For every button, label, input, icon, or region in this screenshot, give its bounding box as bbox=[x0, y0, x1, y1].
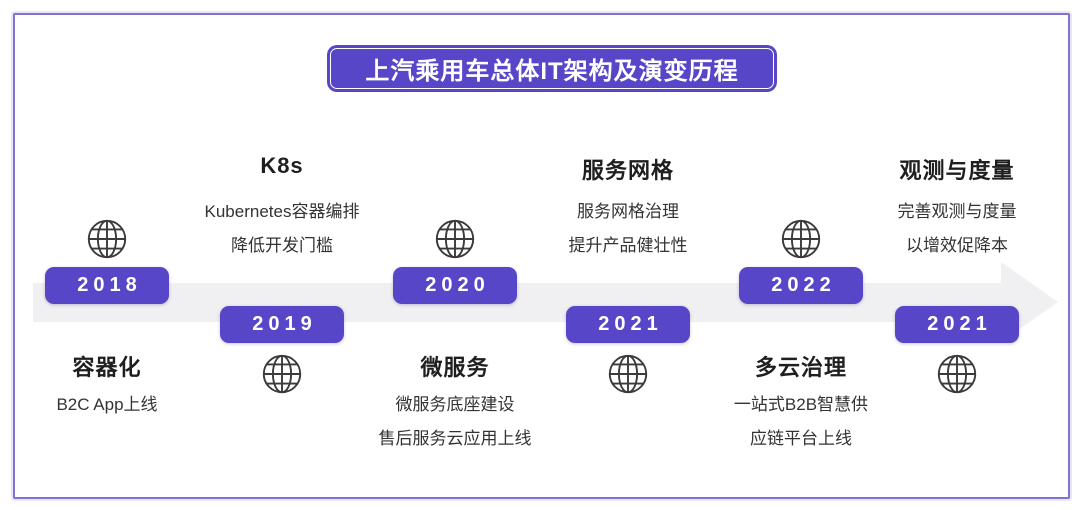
timeline-milestone-2019: K8s Kubernetes容器编排 降低开发门槛 2019 bbox=[182, 0, 382, 510]
milestone-description: 降低开发门槛 bbox=[231, 236, 333, 255]
globe-icon bbox=[934, 351, 980, 402]
timeline-milestone-2018: 2018 容器化 B2C App上线 bbox=[7, 0, 207, 510]
title-banner: 上汽乘用车总体IT架构及演变历程 bbox=[327, 45, 777, 92]
milestone-title: 微服务 bbox=[420, 355, 490, 380]
milestone-title: 多云治理 bbox=[754, 355, 847, 380]
milestone-title: 容器化 bbox=[72, 355, 142, 380]
milestone-title: 服务网格 bbox=[581, 158, 674, 183]
timeline-milestone-2022: 2022 多云治理 一站式B2B智慧供 应链平台上线 bbox=[701, 0, 901, 510]
milestone-description: 一站式B2B智慧供 bbox=[733, 395, 869, 414]
globe-icon bbox=[778, 216, 824, 267]
page-title: 上汽乘用车总体IT架构及演变历程 bbox=[365, 58, 739, 85]
milestone-description: 售后服务云应用上线 bbox=[378, 429, 532, 448]
year-badge: 2021 bbox=[566, 306, 690, 343]
milestone-title: 观测与度量 bbox=[899, 158, 1015, 183]
milestone-description: B2C App上线 bbox=[56, 395, 158, 414]
milestone-title: K8s bbox=[260, 153, 304, 178]
slide-border-frame bbox=[13, 13, 1070, 499]
globe-icon bbox=[432, 216, 478, 267]
year-badge: 2022 bbox=[739, 267, 863, 304]
milestone-description: 应链平台上线 bbox=[750, 429, 852, 448]
timeline-milestone-2021-service-mesh: 服务网格 服务网格治理 提升产品健壮性 2021 bbox=[528, 0, 728, 510]
milestone-description: Kubernetes容器编排 bbox=[204, 202, 360, 221]
year-badge: 2020 bbox=[393, 267, 517, 304]
year-badge: 2018 bbox=[45, 267, 169, 304]
milestone-description: 提升产品健壮性 bbox=[568, 236, 688, 255]
year-badge: 2021 bbox=[895, 306, 1019, 343]
timeline-milestone-2020: 2020 微服务 微服务底座建设 售后服务云应用上线 bbox=[355, 0, 555, 510]
year-badge: 2019 bbox=[220, 306, 344, 343]
globe-icon bbox=[259, 351, 305, 402]
globe-icon bbox=[84, 216, 130, 267]
globe-icon bbox=[605, 351, 651, 402]
timeline-milestone-2021-observability: 观测与度量 完善观测与度量 以增效促降本 2021 bbox=[857, 0, 1057, 510]
milestone-description: 服务网格治理 bbox=[577, 202, 679, 221]
milestone-description: 完善观测与度量 bbox=[897, 202, 1017, 221]
milestone-description: 以增效促降本 bbox=[906, 236, 1008, 255]
milestone-description: 微服务底座建设 bbox=[395, 395, 515, 414]
